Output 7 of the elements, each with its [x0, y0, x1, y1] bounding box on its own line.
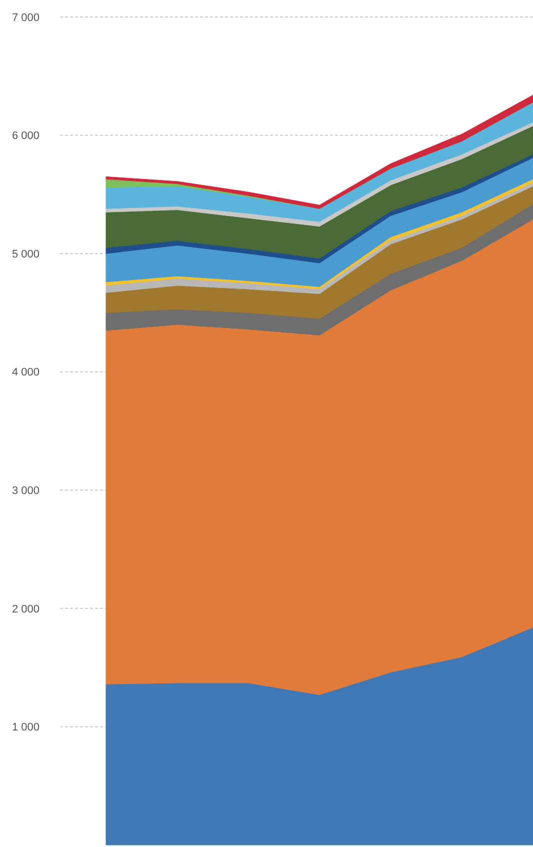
y-tick-label: 1 000	[12, 722, 40, 734]
y-tick-label: 6 000	[12, 130, 40, 142]
y-tick-label: 2 000	[12, 603, 40, 616]
y-tick-label: 7 000	[12, 12, 40, 24]
y-tick-label: 5 000	[12, 248, 40, 260]
y-tick-label: 4 000	[12, 366, 40, 379]
y-tick-label: 3 000	[12, 484, 40, 497]
